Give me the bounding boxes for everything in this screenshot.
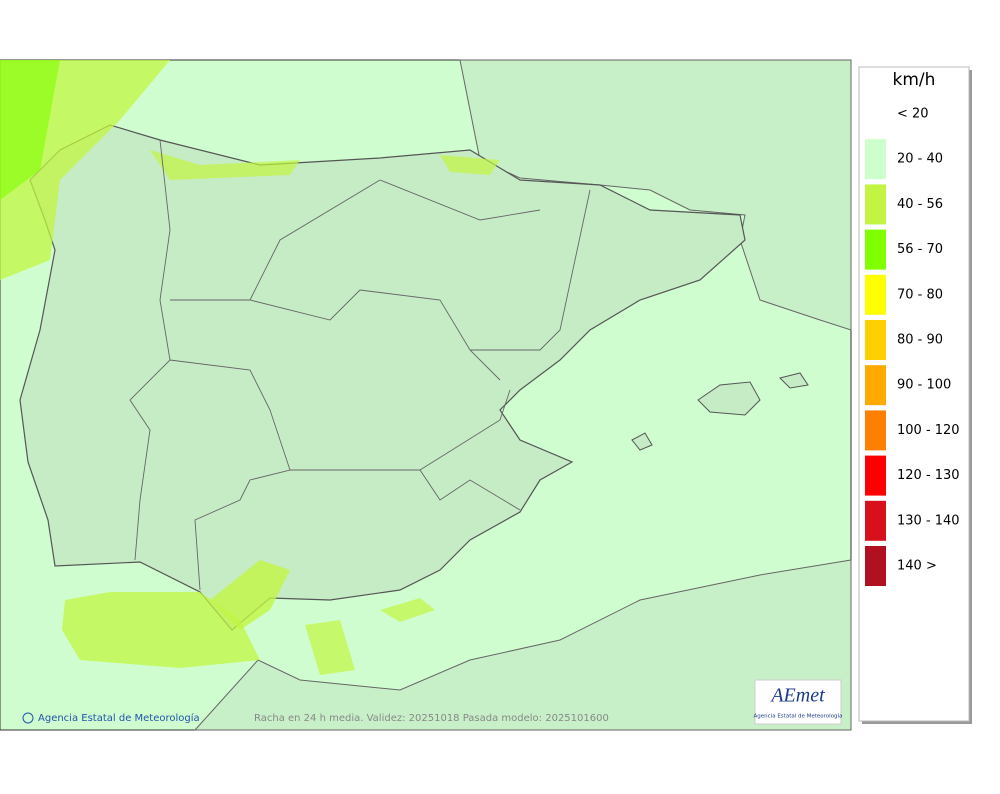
legend-label: 120 - 130 bbox=[897, 468, 960, 483]
legend-label: 100 - 120 bbox=[897, 423, 960, 438]
legend-label: 80 - 90 bbox=[897, 333, 943, 348]
legend-swatch bbox=[865, 139, 886, 180]
logo: AEmet bbox=[769, 685, 825, 707]
mallorca bbox=[697, 381, 761, 416]
legend-label: 130 - 140 bbox=[897, 513, 960, 528]
legend-swatch bbox=[865, 365, 886, 406]
wind-area bbox=[210, 560, 290, 630]
legend-swatch bbox=[865, 94, 886, 134]
menorca bbox=[779, 372, 809, 389]
wind-area bbox=[380, 598, 435, 622]
wind-area bbox=[150, 150, 300, 180]
legend-swatch bbox=[865, 546, 886, 586]
wind-area bbox=[62, 592, 260, 668]
wind-area bbox=[305, 620, 355, 675]
legend-label: 140 > bbox=[897, 559, 937, 574]
legend-swatch bbox=[865, 184, 886, 225]
legend-label: 56 - 70 bbox=[897, 242, 943, 257]
region-borders bbox=[129, 139, 591, 591]
caption: Racha en 24 h media. Validez: 20251018 P… bbox=[254, 713, 609, 724]
ibiza bbox=[631, 432, 653, 451]
legend-label: 40 - 56 bbox=[897, 197, 943, 212]
legend-swatch bbox=[865, 229, 886, 270]
legend-label: 70 - 80 bbox=[897, 287, 943, 302]
logo-box bbox=[754, 679, 842, 725]
logo-subtitle: Agencia Estatal de Meteorología bbox=[754, 713, 843, 720]
wind-area bbox=[0, 60, 60, 200]
legend-unit: km/h bbox=[893, 70, 936, 90]
iberia bbox=[19, 124, 746, 631]
credit: Agencia Estatal de Meteorología bbox=[38, 712, 200, 724]
legend-swatch bbox=[865, 455, 886, 496]
legend-label: 90 - 100 bbox=[897, 378, 951, 393]
legend-swatch bbox=[865, 410, 886, 451]
africa bbox=[193, 559, 852, 731]
legend-swatch bbox=[865, 274, 886, 315]
legend-label: < 20 bbox=[897, 107, 929, 122]
wind-area bbox=[440, 155, 500, 175]
copyright-icon bbox=[22, 712, 34, 724]
france bbox=[459, 59, 852, 331]
legend-swatch bbox=[865, 320, 886, 360]
legend-label: 20 - 40 bbox=[897, 152, 943, 167]
legend-swatch bbox=[865, 500, 886, 541]
